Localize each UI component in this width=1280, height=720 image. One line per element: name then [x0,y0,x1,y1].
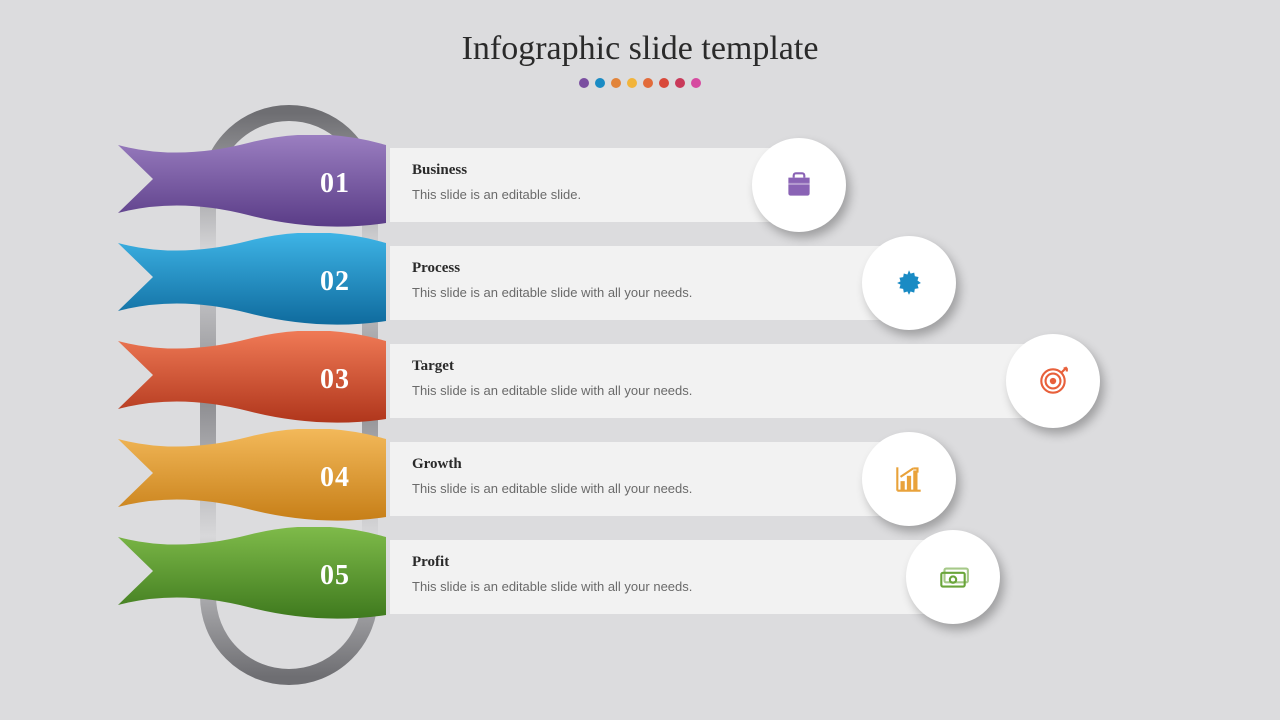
item-desc: This slide is an editable slide with all… [412,383,1023,398]
ribbon-number: 04 [320,462,350,494]
ribbon-05: 05 [118,527,386,625]
ribbon-03: 03 [118,331,386,429]
ribbon-number: 01 [320,168,350,200]
chart-icon [892,462,926,496]
content-bar-03: Target This slide is an editable slide w… [390,344,1045,418]
briefcase-icon-circle [752,138,846,232]
title-dot [611,78,621,88]
title-dot [691,78,701,88]
content-bar-01: Business This slide is an editable slide… [390,148,790,222]
briefcase-icon [782,168,816,202]
item-desc: This slide is an editable slide with all… [412,579,923,594]
slide-title: Infographic slide template [0,30,1280,68]
content-bar-02: Process This slide is an editable slide … [390,246,900,320]
item-heading: Profit [412,554,923,571]
ribbon-number: 05 [320,560,350,592]
ribbon-number: 02 [320,266,350,298]
item-desc: This slide is an editable slide. [412,187,768,202]
gear-icon [892,266,926,300]
ribbon-01: 01 [118,135,386,233]
ribbon-02: 02 [118,233,386,331]
ribbon-04: 04 [118,429,386,527]
content-bar-04: Growth This slide is an editable slide w… [390,442,900,516]
title-dot [595,78,605,88]
gear-icon-circle [862,236,956,330]
content-bar-05: Profit This slide is an editable slide w… [390,540,945,614]
item-desc: This slide is an editable slide with all… [412,285,878,300]
chart-icon-circle [862,432,956,526]
item-heading: Target [412,358,1023,375]
title-dot [675,78,685,88]
target-icon [1036,364,1070,398]
money-icon-circle [906,530,1000,624]
title-dots [0,78,1280,88]
title-dot [579,78,589,88]
item-heading: Growth [412,456,878,473]
item-desc: This slide is an editable slide with all… [412,481,878,496]
item-heading: Process [412,260,878,277]
title-dot [659,78,669,88]
item-heading: Business [412,162,768,179]
title-dot [627,78,637,88]
title-dot [643,78,653,88]
target-icon-circle [1006,334,1100,428]
ribbon-number: 03 [320,364,350,396]
money-icon [936,560,970,594]
